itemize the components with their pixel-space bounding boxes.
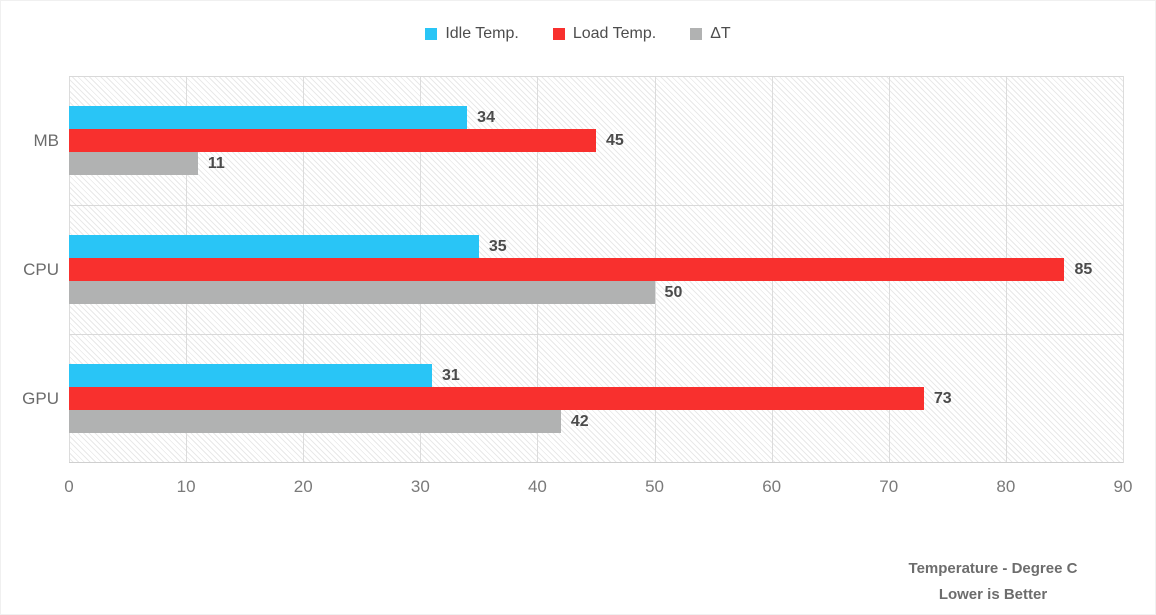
bar-line: 35 — [69, 235, 1123, 258]
horizontal-gridline — [69, 333, 1123, 335]
value-label: 85 — [1074, 260, 1093, 278]
bar-group-cpu: 35 85 50 — [69, 205, 1123, 334]
chart-legend: Idle Temp. Load Temp. ΔT — [1, 25, 1155, 43]
value-label: 42 — [570, 412, 589, 430]
x-tick-label: 0 — [64, 477, 74, 496]
legend-swatch-icon — [425, 28, 438, 40]
x-axis-line — [69, 462, 1123, 463]
horizontal-gridline — [69, 76, 1123, 77]
legend-swatch-icon — [552, 28, 565, 40]
value-label: 35 — [488, 237, 507, 255]
footer-line-2: Lower is Better — [938, 586, 1048, 603]
x-tick-label: 60 — [762, 477, 782, 496]
bar-line: 11 — [69, 152, 1123, 175]
bar-cpu-idle-temp — [69, 235, 479, 258]
category-axis: MB CPU GPU — [1, 76, 59, 463]
bar-rows: 34 45 11 35 85 50 31 73 42 — [69, 76, 1123, 463]
legend-label: Idle Temp. — [445, 25, 519, 42]
category-label-gpu: GPU — [22, 388, 59, 408]
plot-area: 34 45 11 35 85 50 31 73 42 — [69, 76, 1124, 463]
x-tick-label: 40 — [527, 477, 547, 496]
bar-line: 31 — [69, 364, 1123, 387]
value-label: 50 — [664, 283, 683, 301]
value-label: 73 — [933, 389, 952, 407]
legend-label: ΔT — [710, 25, 731, 42]
x-tick-label: 90 — [1113, 477, 1133, 496]
bar-mb-load-temp — [69, 129, 596, 152]
bar-line: 42 — [69, 410, 1123, 433]
legend-label: Load Temp. — [572, 25, 657, 42]
legend-item-t: ΔT — [690, 25, 731, 43]
category-label-mb: MB — [33, 130, 60, 150]
legend-swatch-icon — [690, 28, 703, 40]
value-label: 31 — [442, 366, 460, 384]
value-axis: 0 10 20 30 40 50 60 70 80 90 — [64, 477, 1132, 499]
x-tick-label: 80 — [996, 477, 1016, 496]
legend-item-load-temp: Load Temp. — [552, 25, 657, 43]
bar-gpu-load-temp — [69, 387, 924, 410]
value-label: 11 — [207, 154, 225, 172]
bar-line: 85 — [69, 258, 1123, 281]
value-label: 45 — [606, 131, 624, 149]
vertical-gridline — [1123, 76, 1124, 463]
x-tick-label: 20 — [293, 477, 313, 496]
x-tick-label: 30 — [410, 477, 430, 496]
chart-footer-note: Temperature - Degree C Lower is Better — [873, 556, 1113, 608]
bar-line: 50 — [69, 281, 1123, 304]
bar-mb-idle-temp — [69, 106, 468, 129]
bar-group-gpu: 31 73 42 — [69, 334, 1123, 463]
x-tick-label: 50 — [645, 477, 665, 496]
bar-cpu-t — [69, 281, 655, 304]
bar-line: 45 — [69, 129, 1123, 152]
value-label: 34 — [477, 108, 495, 126]
x-tick-label: 70 — [879, 477, 899, 496]
category-label-cpu: CPU — [23, 259, 59, 279]
bar-mb-t — [69, 152, 198, 175]
bar-gpu-t — [69, 410, 561, 433]
bar-cpu-load-temp — [69, 258, 1065, 281]
horizontal-gridline — [69, 204, 1123, 206]
bar-group-mb: 34 45 11 — [69, 76, 1123, 205]
legend-item-idle-temp: Idle Temp. — [425, 25, 519, 43]
footer-line-1: Temperature - Degree C — [908, 560, 1078, 577]
bar-gpu-idle-temp — [69, 364, 433, 387]
bar-line: 73 — [69, 387, 1123, 410]
x-tick-label: 10 — [176, 477, 196, 496]
bar-line: 34 — [69, 106, 1123, 129]
